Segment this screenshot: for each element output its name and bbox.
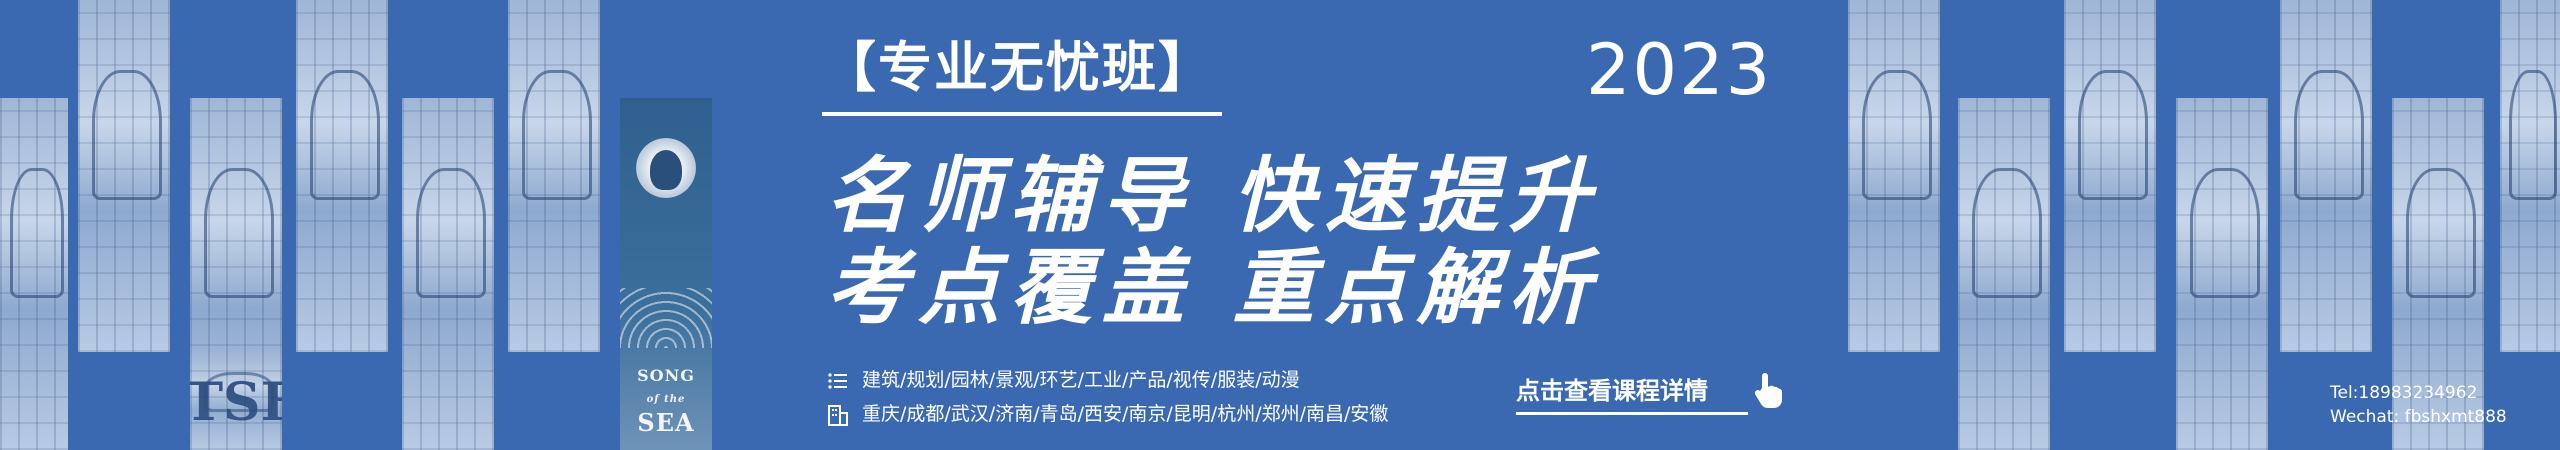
sketch-strip-1 [0, 98, 68, 450]
wave-pattern [620, 288, 712, 348]
year: 2023 [1586, 29, 1773, 111]
phone-number: Tel:18983234962 [2330, 383, 2478, 403]
cities-text: 重庆/成都/武汉/济南/青岛/西安/南京/昆明/杭州/郑州/南昌/安徽 [862, 403, 1389, 425]
side-text: ITSFO [190, 372, 282, 433]
majors-row: 建筑/规划/园林/景观/环艺/工业/产品/视传/服装/动漫 [826, 366, 1300, 394]
poster-title-of-the: of the [646, 394, 686, 405]
sketch-strip-9 [2064, 0, 2156, 352]
list-icon [828, 372, 847, 389]
poster-title-song: SONG [637, 366, 695, 385]
course-details-link[interactable]: 点击查看课程详情 [1516, 377, 1708, 405]
girl-illustration [650, 150, 682, 190]
cities-row: 重庆/成都/武汉/济南/青岛/西安/南京/昆明/杭州/郑州/南昌/安徽 [826, 400, 1388, 428]
sketch-strip-12 [2392, 98, 2484, 450]
majors-text: 建筑/规划/园林/景观/环艺/工业/产品/视传/服装/动漫 [862, 369, 1300, 391]
cta-underline [1516, 412, 1748, 415]
sketch-strip-10 [2176, 98, 2268, 450]
hand-pointer-icon[interactable] [1750, 370, 1786, 410]
sketch-strip-11 [2280, 0, 2372, 352]
poster-title-sea: SEA [637, 408, 695, 437]
sketch-strip-2 [78, 0, 170, 352]
sketch-strip-6b: ITSFO [190, 352, 282, 450]
slogan-line-1: 名师辅导 快速提升 [826, 148, 1601, 244]
building-icon [828, 404, 848, 426]
tag-underline [822, 112, 1222, 116]
class-tag: 【专业无忧班】 [822, 36, 1214, 99]
slogan-line-2: 考点覆盖 重点解析 [826, 240, 1601, 336]
sketch-strip-8 [1958, 98, 2050, 450]
sketch-strip-13 [2500, 0, 2560, 352]
sketch-strip-7 [1848, 0, 1940, 352]
sketch-strip-5 [402, 98, 494, 450]
sketch-strip-6 [508, 0, 600, 352]
song-of-the-sea-poster: SONG of the SEA [620, 98, 712, 450]
sketch-strip-4 [296, 0, 388, 352]
wechat-id: Wechat: fbshxmt888 [2330, 407, 2507, 427]
